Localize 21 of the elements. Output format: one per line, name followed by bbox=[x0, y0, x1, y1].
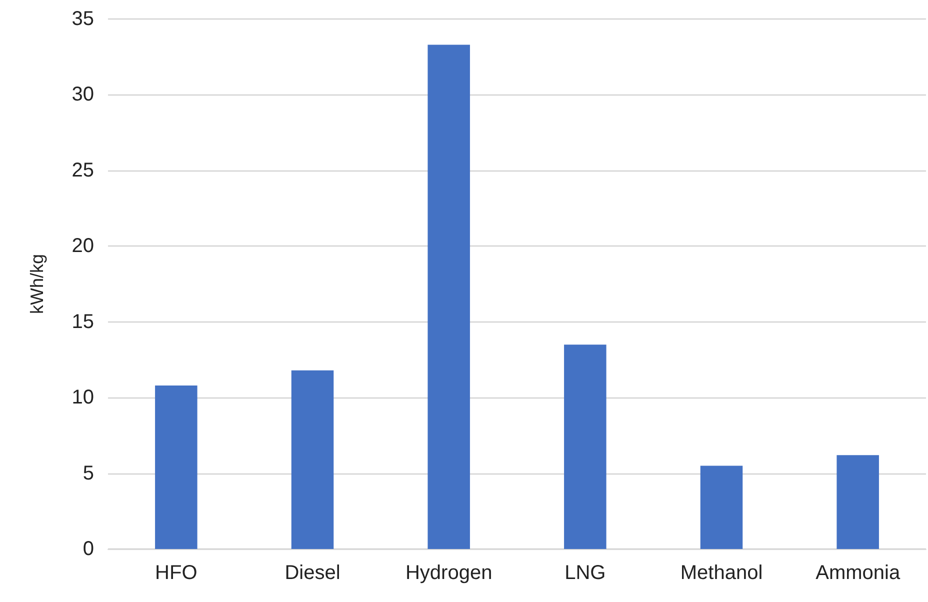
bar bbox=[836, 455, 879, 549]
y-tick-label: 20 bbox=[72, 235, 94, 258]
y-tick-label: 5 bbox=[82, 462, 94, 484]
y-tick-label: 35 bbox=[72, 8, 94, 30]
y-tick-label: 30 bbox=[72, 84, 94, 106]
y-tick-label: 15 bbox=[72, 310, 94, 333]
x-tick-label: Methanol bbox=[680, 562, 763, 584]
bar bbox=[291, 370, 334, 549]
y-tick-label: 10 bbox=[72, 386, 94, 409]
bar bbox=[700, 466, 743, 549]
bar bbox=[564, 344, 606, 549]
y-axis-title: kWh/kg bbox=[27, 254, 47, 314]
x-tick-label: Ammonia bbox=[816, 562, 901, 584]
y-tick-label: 0 bbox=[82, 538, 94, 560]
x-tick-label: HFO bbox=[155, 562, 198, 584]
x-tick-label: LNG bbox=[564, 562, 606, 584]
bar bbox=[155, 385, 198, 549]
x-tick-label: Hydrogen bbox=[405, 562, 492, 584]
bar bbox=[428, 44, 470, 549]
x-tick-label: Diesel bbox=[284, 562, 340, 584]
y-tick-label: 25 bbox=[72, 159, 94, 182]
